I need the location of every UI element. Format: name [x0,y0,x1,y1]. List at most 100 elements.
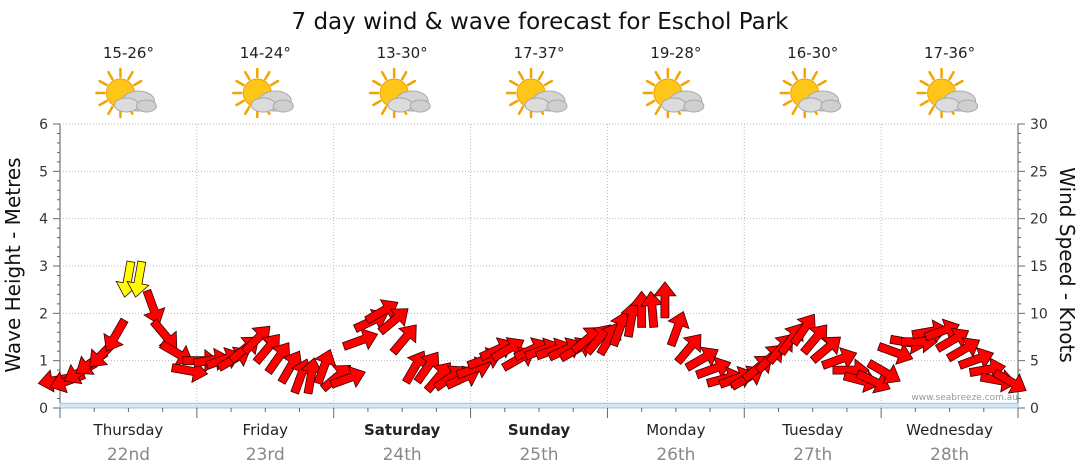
chart-title: 7 day wind & wave forecast for Eschol Pa… [292,9,790,35]
sun-ray [372,79,382,87]
sun-ray [269,79,280,87]
sun-ray [406,79,417,87]
wind-arrow [103,317,129,352]
day-date-label: 24th [383,445,422,465]
wind-arrow [666,310,690,348]
sun-ray [133,79,143,87]
sun-cloud-icon [368,67,431,119]
y2-tick-label: 20 [1030,212,1048,228]
day-date-label: 26th [656,445,695,465]
wind-arrow [329,365,366,389]
day-name-label: Thursday [93,421,164,439]
temperature-label: 14-24° [240,44,291,62]
cloud-part [272,99,294,113]
temperature-label: 16-30° [787,44,838,62]
right-axis-ticks: 0 5 10 15 20 25 30 [1030,117,1048,417]
wind-arrow [653,281,677,319]
cloud-part [135,99,157,113]
sun-ray [645,99,656,107]
day-name-label: Wednesday [906,421,993,439]
sun-ray [244,105,251,116]
sun-ray [380,105,388,116]
y2-tick-label: 30 [1030,117,1048,133]
wind-arrow [126,260,150,298]
wind-arrow [377,308,409,336]
sun-cloud-icon [779,67,842,119]
sun-ray [235,79,245,87]
y-tick-label: 4 [39,212,48,228]
wind-arrow [142,288,166,326]
gridlines [53,123,1025,418]
day-name-label: Tuesday [781,421,843,439]
wind-arrow [945,337,981,363]
credit-text: www.seabreeze.com.au [911,393,1018,403]
day-date-label: 25th [519,445,558,465]
temperature-label: 15-26° [103,44,154,62]
sun-ray [782,79,793,87]
temperature-row: 15-26° 14-24° 13-30° 17-37° 19-28° 16-30° 17-3… [103,44,975,62]
sun-ray [107,105,114,116]
cloud-part [957,99,979,113]
sun-ray [948,70,955,81]
temperature-label: 17-37° [513,44,564,62]
sun-ray [928,70,935,81]
wind-arrows [37,260,1027,395]
sun-ray [954,79,964,87]
weather-icons [95,67,979,119]
sun-ray [372,99,382,107]
sun-ray [919,99,929,107]
sun-ray [98,79,108,87]
sun-ray [791,105,798,116]
temperature-label: 17-36° [924,44,975,62]
right-axis-label: Wind Speed - Knots [1055,167,1079,363]
sun-ray [654,70,662,81]
cloud-part [113,97,139,113]
sun-ray [654,105,662,116]
sun-ray [244,70,251,81]
sun-ray [508,79,519,87]
day-date-label: 23rd [246,445,285,465]
sun-ray [517,70,525,81]
cloud-part [524,97,550,113]
y-tick-label: 6 [39,117,48,133]
sun-ray [791,70,798,81]
sun-ray [680,79,690,87]
cloud-part [546,99,568,113]
temperature-label: 13-30° [377,44,428,62]
y2-tick-label: 10 [1030,306,1048,322]
sun-cloud-icon [232,67,294,119]
left-axis-ticks: 0 1 2 3 4 5 6 [39,117,48,417]
sun-ray [127,70,134,81]
y-tick-label: 5 [39,164,48,180]
sun-ray [517,105,525,116]
sun-cloud-icon [642,67,705,119]
sun-ray [380,70,388,81]
cloud-part [409,99,431,113]
sun-ray [264,70,271,81]
sun-ray [919,79,929,87]
day-name-label: Sunday [508,421,571,439]
sun-ray [98,99,108,107]
day-name-label: Friday [243,421,289,439]
day-date-label: 28th [930,445,969,465]
day-date-label: 27th [793,445,832,465]
sun-cloud-icon [95,67,157,119]
left-axis-label: Wave Height - Metres [1,157,25,372]
y-tick-label: 0 [39,401,48,417]
sun-cloud-icon [916,67,979,119]
sun-ray [543,79,554,87]
sun-ray [782,99,793,107]
sun-ray [537,70,545,81]
sun-ray [817,79,827,87]
y2-tick-label: 5 [1030,354,1039,370]
sun-ray [508,99,519,107]
wind-arrow [150,318,178,350]
y-tick-label: 2 [39,306,48,322]
sun-cloud-icon [505,67,568,119]
cloud-part [798,97,824,113]
wind-arrow [866,359,901,385]
y2-tick-label: 25 [1030,164,1048,180]
wave-height-area [59,402,1019,409]
cloud-part [820,99,842,113]
